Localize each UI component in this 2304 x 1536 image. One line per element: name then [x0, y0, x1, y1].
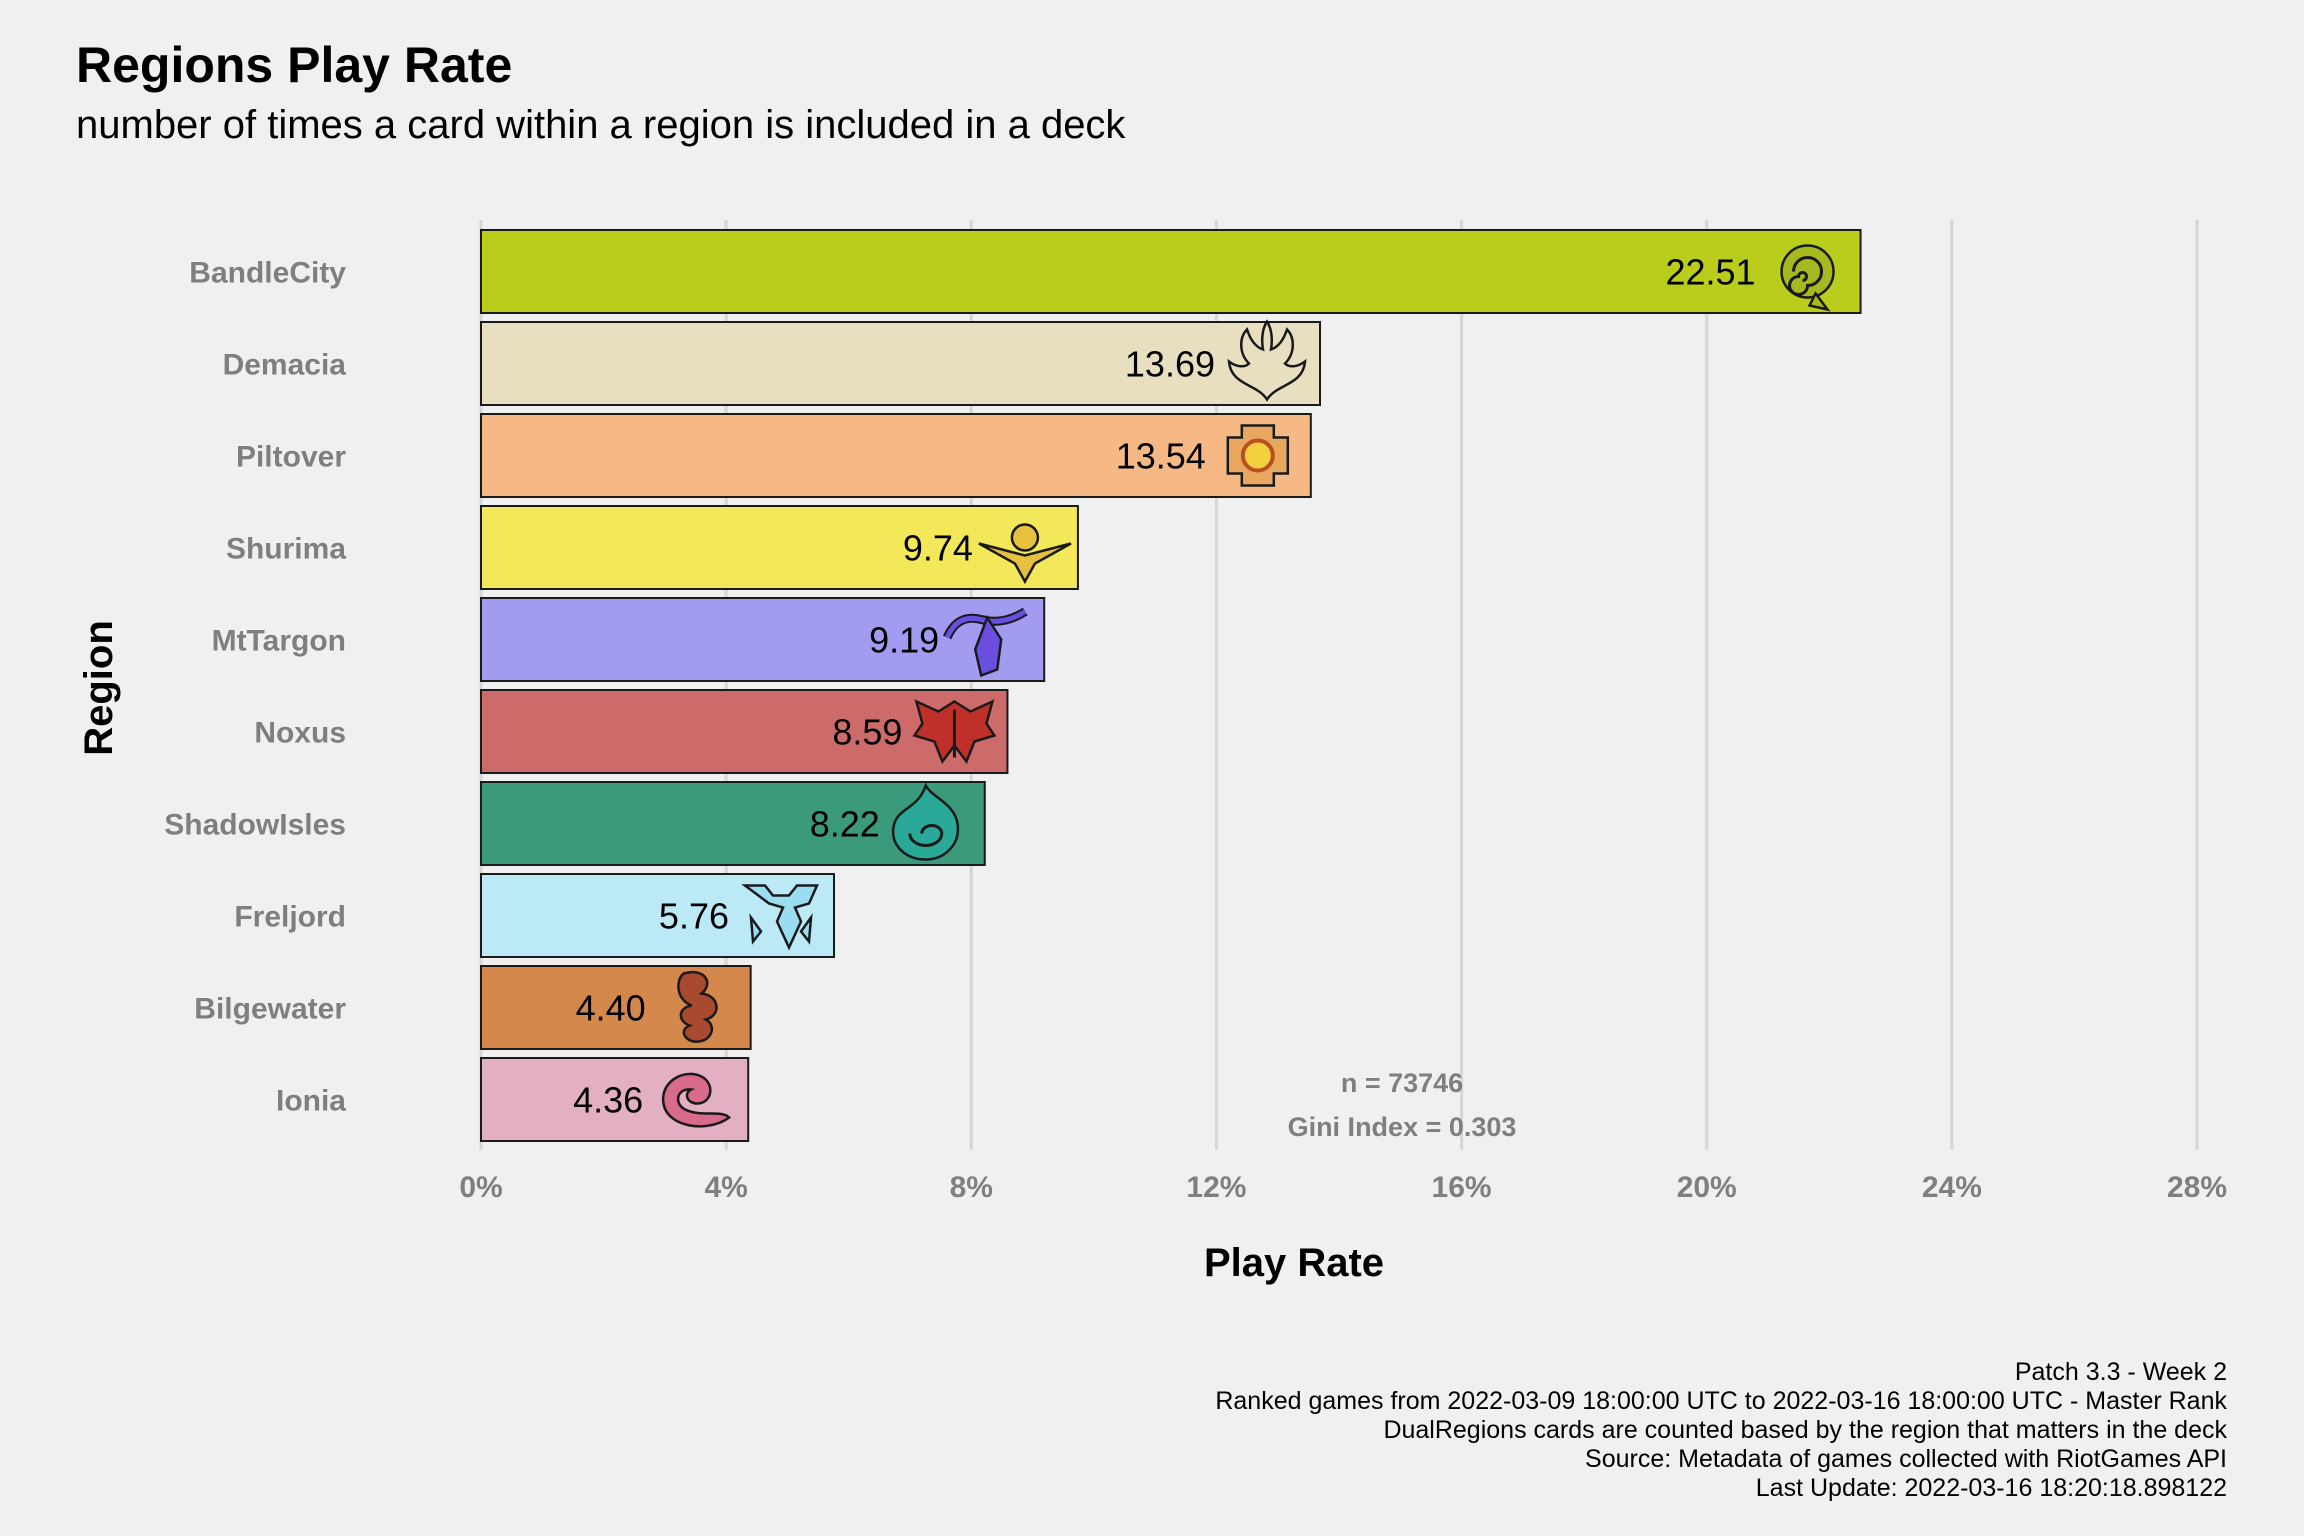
chart-title: Regions Play Rate [76, 37, 512, 93]
caption-line: Ranked games from 2022-03-09 18:00:00 UT… [1215, 1387, 2227, 1415]
bar-bandlecity [480, 229, 1862, 314]
x-tick-label: 0% [459, 1171, 502, 1204]
caption-line: Source: Metadata of games collected with… [1585, 1445, 2227, 1473]
x-axis-title: Play Rate [1204, 1241, 1384, 1285]
category-labels: BandleCity Demacia Piltover Shurima MtTargon… [164, 257, 346, 1118]
value-label: 5.76 [659, 896, 729, 937]
bar-piltover [480, 413, 1312, 498]
x-tick-label: 16% [1432, 1171, 1492, 1204]
bar-group-mttargon: 9.19 [480, 597, 1046, 682]
piltover-icon [1226, 424, 1290, 487]
value-label: 13.54 [1116, 436, 1206, 477]
bar-group-shurima: 9.74 [480, 505, 1079, 590]
value-label: 13.69 [1125, 344, 1215, 385]
caption-line: DualRegions cards are counted based by t… [1383, 1416, 2227, 1444]
value-label: 22.51 [1665, 252, 1755, 293]
category-label: Ionia [276, 1085, 346, 1118]
value-label: 4.40 [576, 988, 646, 1029]
ionia-icon [661, 1072, 732, 1128]
bar-group-bilgewater: 4.40 [480, 965, 752, 1050]
x-tick-label: 4% [704, 1171, 747, 1204]
category-label: Freljord [234, 901, 346, 934]
bar-group-bandlecity: 22.51 [480, 229, 1862, 314]
x-tick-label: 20% [1677, 1171, 1737, 1204]
caption-line: Patch 3.3 - Week 2 [2015, 1358, 2227, 1386]
bar-shurima [480, 505, 1079, 590]
value-label: 9.19 [869, 620, 939, 661]
value-label: 8.22 [810, 804, 880, 845]
bar-group-demacia: 13.69 [480, 319, 1322, 406]
value-label: 8.59 [832, 712, 902, 753]
x-tick-label: 8% [950, 1171, 993, 1204]
y-axis-title: Region [77, 620, 121, 756]
category-label: Demacia [223, 349, 347, 382]
mttargon-icon [943, 607, 1028, 678]
category-label: MtTargon [212, 625, 346, 658]
bar-demacia [480, 321, 1322, 406]
chart-subtitle: number of times a card within a region i… [76, 103, 1126, 147]
gini-annotation: Gini Index = 0.303 [1288, 1112, 1517, 1142]
value-label: 9.74 [903, 528, 973, 569]
freljord-icon [741, 884, 819, 951]
shurima-icon [978, 523, 1072, 585]
bar-freljord [480, 873, 836, 958]
x-tick-label: 28% [2167, 1171, 2227, 1204]
category-label: BandleCity [189, 257, 346, 290]
x-tick-label: 24% [1922, 1171, 1982, 1204]
bar-group-noxus: 8.59 [480, 689, 1009, 774]
category-label: Noxus [254, 717, 346, 750]
category-label: Shurima [226, 533, 346, 566]
bandlecity-icon [1780, 244, 1835, 312]
value-label: 4.36 [573, 1080, 643, 1121]
bilgewater-icon [677, 970, 718, 1043]
bar-group-shadowisles: 8.22 [480, 781, 986, 866]
bar-group-freljord: 5.76 [480, 873, 836, 958]
bar-mttargon [480, 597, 1046, 682]
caption-line: Last Update: 2022-03-16 18:20:18.898122 [1756, 1474, 2227, 1502]
category-label: Piltover [236, 441, 346, 474]
sample-size-annotation: n = 73746 [1341, 1068, 1463, 1098]
noxus-icon [912, 699, 997, 765]
demacia-icon [1227, 319, 1307, 402]
bar-group-ionia: 4.36 [480, 1057, 750, 1142]
category-label: Bilgewater [194, 993, 346, 1026]
bars: 22.51 13.69 13.54 9.74 9.19 8.59 8.22 5.76 4.40 4… [480, 229, 1862, 1142]
x-tick-labels: 0% 4% 8% 12% 16% 20% 24% 28% [459, 1171, 2227, 1204]
bar-group-piltover: 13.54 [480, 413, 1312, 498]
category-label: ShadowIsles [164, 809, 346, 842]
shadowisles-icon [891, 782, 960, 861]
x-tick-label: 12% [1186, 1171, 1246, 1204]
